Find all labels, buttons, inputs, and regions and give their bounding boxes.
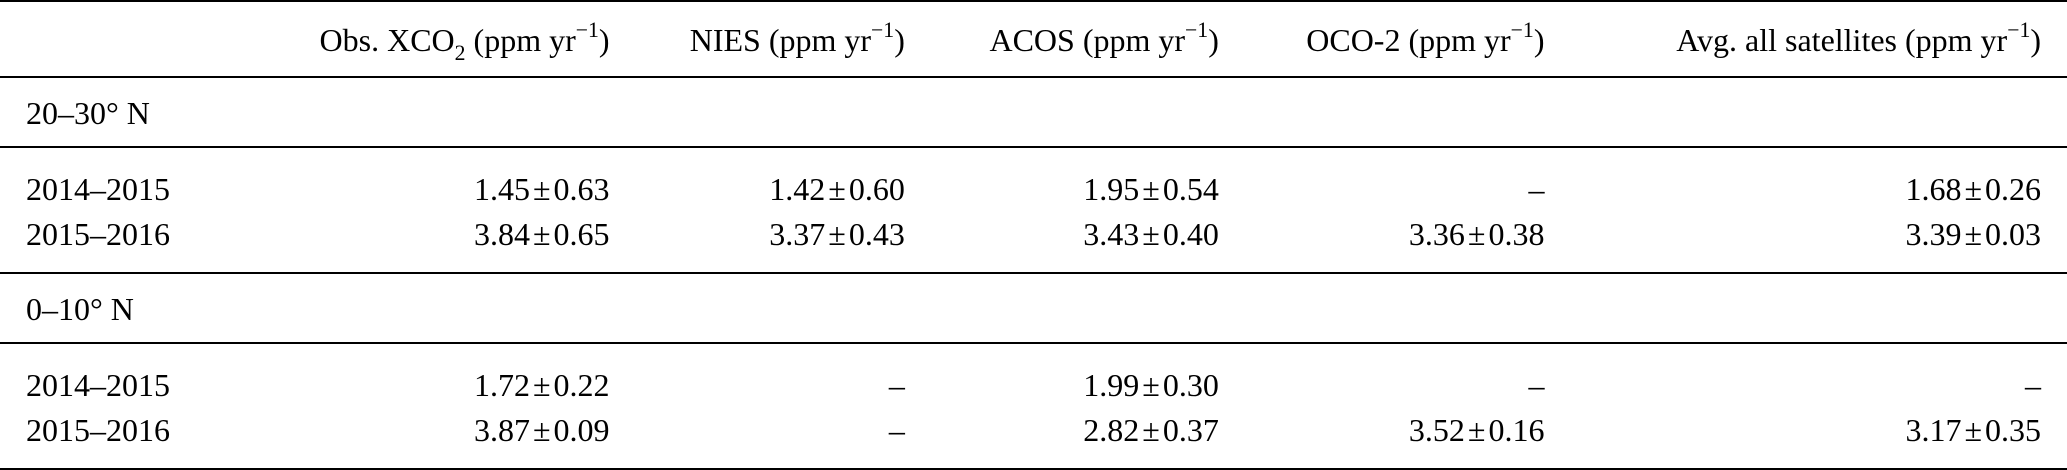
missing-value-dash: – [1528, 366, 1545, 403]
plus-minus-symbol: ± [828, 215, 846, 252]
header-nies: NIES (ppm yr−1) [619, 0, 915, 78]
missing-value-dash: – [888, 366, 905, 403]
table-body: 20–30° N 2014–2015 1.45±0.63 1.42±0.60 1.95±… [0, 77, 2067, 470]
plus-minus-symbol: ± [532, 215, 551, 252]
value-cell-oco2: – [1229, 147, 1555, 211]
value: 1.45 [473, 170, 530, 207]
uncertainty: 0.54 [1162, 170, 1219, 207]
plus-minus-symbol: ± [1467, 215, 1486, 252]
uncertainty: 0.37 [1162, 411, 1219, 448]
plus-minus-symbol: ± [532, 411, 551, 448]
value: 1.72 [473, 366, 530, 403]
value: 1.68 [1905, 170, 1962, 207]
missing-value-dash: – [888, 411, 905, 448]
value-cell-acos: 3.43±0.40 [914, 211, 1229, 274]
uncertainty: 0.30 [1162, 366, 1219, 403]
header-obs-xco2: Obs. XCO2 (ppm yr−1) [226, 0, 620, 78]
header-avg-all-satellites: Avg. all satellites (ppm yr−1) [1554, 0, 2067, 78]
value-cell-obs: 1.72±0.22 [226, 343, 620, 407]
table-row: 2014–2015 1.72±0.22–1.99±0.30– – [0, 343, 2067, 407]
plus-minus-symbol: ± [532, 366, 551, 403]
uncertainty: 0.26 [1985, 170, 2041, 207]
value-cell-obs: 3.87±0.09 [226, 407, 620, 470]
value-cell-oco2: 3.36±0.38 [1228, 211, 1555, 274]
uncertainty: 0.40 [1162, 215, 1219, 252]
header-acos: ACOS (ppm yr−1) [914, 0, 1229, 78]
uncertainty: 0.03 [1985, 215, 2041, 252]
plus-minus-symbol: ± [532, 170, 551, 207]
value: 3.43 [1083, 215, 1140, 252]
uncertainty: 0.60 [848, 170, 905, 207]
uncertainty: 0.35 [1985, 411, 2041, 448]
uncertainty: 0.63 [553, 170, 610, 207]
section-label: 0–10° N [0, 273, 2067, 344]
table-row: 2015–2016 3.84±0.65 3.37±0.43 3.43±0.40 3.36… [0, 211, 2067, 274]
value: 3.87 [473, 411, 530, 448]
plus-minus-symbol: ± [1964, 411, 1982, 448]
header-row: Obs. XCO2 (ppm yr−1) NIES (ppm yr−1) ACO… [0, 0, 2067, 78]
value-cell-acos: 2.82±0.37 [914, 407, 1229, 470]
value: 3.36 [1408, 215, 1465, 252]
plus-minus-symbol: ± [1964, 170, 1982, 207]
plus-minus-symbol: ± [1964, 215, 1982, 252]
uncertainty: 0.22 [553, 366, 610, 403]
value-cell-acos: 1.99±0.30 [915, 343, 1229, 407]
section-label: 20–30° N [0, 77, 2067, 148]
value: 3.52 [1408, 411, 1465, 448]
missing-value-dash: – [2025, 366, 2041, 403]
plus-minus-symbol: ± [1142, 215, 1160, 252]
value: 3.17 [1905, 411, 1962, 448]
uncertainty: 0.38 [1488, 215, 1545, 252]
value: 3.84 [473, 215, 530, 252]
uncertainty: 0.65 [553, 215, 610, 252]
value-cell-oco2: – [1229, 343, 1555, 407]
value-cell-nies: 1.42±0.60 [620, 147, 915, 211]
value: 3.37 [769, 215, 826, 252]
plus-minus-symbol: ± [1142, 411, 1160, 448]
value-cell-avg: 1.68±0.26 [1554, 147, 2067, 211]
section-header-row: 0–10° N [0, 273, 2067, 344]
value-cell-avg: 3.39±0.03 [1554, 211, 2067, 274]
period-cell: 2015–2016 [0, 211, 226, 274]
period-cell: 2015–2016 [0, 407, 226, 470]
value-cell-acos: 1.95±0.54 [915, 147, 1229, 211]
plus-minus-symbol: ± [1142, 366, 1160, 403]
value-cell-obs: 1.45±0.63 [226, 147, 620, 211]
uncertainty: 0.16 [1488, 411, 1545, 448]
value-cell-obs: 3.84±0.65 [226, 211, 620, 274]
value: 3.39 [1905, 215, 1962, 252]
uncertainty: 0.43 [848, 215, 905, 252]
table-row: 2014–2015 1.45±0.63 1.42±0.60 1.95±0.54–1.6… [0, 147, 2067, 211]
value-cell-nies: 3.37±0.43 [619, 211, 915, 274]
header-oco2: OCO-2 (ppm yr−1) [1228, 0, 1555, 78]
period-cell: 2014–2015 [26, 366, 170, 403]
uncertainty: 0.09 [553, 411, 610, 448]
plus-minus-symbol: ± [828, 170, 846, 207]
value: 1.99 [1083, 366, 1140, 403]
value-cell-avg: – [1554, 343, 2067, 407]
value: 1.95 [1083, 170, 1140, 207]
value-cell-avg: 3.17±0.35 [1554, 407, 2067, 470]
plus-minus-symbol: ± [1142, 170, 1160, 207]
plus-minus-symbol: ± [1467, 411, 1486, 448]
period-cell: 2014–2015 [26, 170, 170, 207]
value: 1.42 [769, 170, 826, 207]
value-cell-nies: – [620, 343, 915, 407]
missing-value-dash: – [1528, 170, 1545, 207]
value: 2.82 [1083, 411, 1140, 448]
header-blank [0, 0, 226, 78]
table-row: 2015–2016 3.87±0.09–2.82±0.37 3.52±0.16 3.1… [0, 407, 2067, 470]
section-header-row: 20–30° N [0, 77, 2067, 148]
value-cell-oco2: 3.52±0.16 [1228, 407, 1555, 470]
value-cell-nies: – [619, 407, 915, 470]
